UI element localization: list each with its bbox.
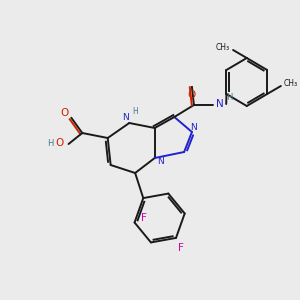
Text: O: O [188, 90, 196, 100]
Text: CH₃: CH₃ [216, 43, 230, 52]
Text: H: H [226, 92, 232, 101]
Text: F: F [141, 212, 147, 223]
Text: N: N [190, 124, 197, 133]
Text: CH₃: CH₃ [284, 79, 298, 88]
Text: H: H [47, 139, 53, 148]
Text: F: F [178, 243, 184, 253]
Text: O: O [61, 108, 69, 118]
Text: N: N [217, 99, 224, 109]
Text: N: N [157, 158, 164, 166]
Text: O: O [56, 138, 64, 148]
Text: N: N [122, 113, 129, 122]
Text: H: H [132, 107, 138, 116]
